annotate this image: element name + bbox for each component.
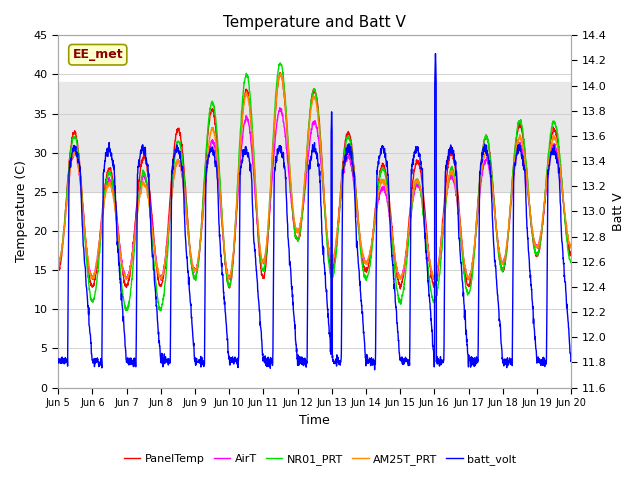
PanelTemp xyxy=(197,229,205,235)
PanelTemp xyxy=(464,282,472,288)
Bar xyxy=(58,82,571,192)
AM25T_PRT xyxy=(54,259,62,264)
NR01_PRT xyxy=(341,148,349,154)
batt_volt xyxy=(340,158,348,164)
NR01_PRT xyxy=(464,290,472,296)
PanelTemp xyxy=(276,70,284,75)
Line: PanelTemp: PanelTemp xyxy=(58,72,571,289)
Title: Temperature and Batt V: Temperature and Batt V xyxy=(223,15,406,30)
PanelTemp xyxy=(54,265,62,271)
AirT xyxy=(330,258,337,264)
AirT xyxy=(198,230,205,236)
NR01_PRT xyxy=(522,161,530,167)
AM25T_PRT xyxy=(464,274,472,279)
batt_volt xyxy=(329,357,337,363)
AM25T_PRT xyxy=(330,256,337,262)
PanelTemp xyxy=(522,163,530,168)
PanelTemp xyxy=(330,265,337,271)
PanelTemp xyxy=(567,253,575,259)
Line: batt_volt: batt_volt xyxy=(58,54,571,370)
AirT xyxy=(341,163,349,169)
NR01_PRT xyxy=(276,60,284,66)
Text: EE_met: EE_met xyxy=(72,48,123,61)
PanelTemp xyxy=(537,239,545,244)
AirT xyxy=(537,234,545,240)
AM25T_PRT xyxy=(522,169,530,175)
Line: AM25T_PRT: AM25T_PRT xyxy=(58,73,571,279)
NR01_PRT xyxy=(198,225,205,230)
X-axis label: Time: Time xyxy=(300,414,330,427)
batt_volt xyxy=(522,204,530,209)
batt_volt xyxy=(464,351,472,357)
batt_volt xyxy=(537,357,545,363)
PanelTemp xyxy=(396,286,404,292)
NR01_PRT xyxy=(157,308,164,314)
Line: NR01_PRT: NR01_PRT xyxy=(58,63,571,311)
AM25T_PRT xyxy=(197,227,205,233)
Y-axis label: Batt V: Batt V xyxy=(612,192,625,231)
NR01_PRT xyxy=(330,272,337,278)
AirT xyxy=(276,105,284,111)
AirT xyxy=(464,274,472,280)
Line: AirT: AirT xyxy=(58,108,571,280)
Legend: PanelTemp, AirT, NR01_PRT, AM25T_PRT, batt_volt: PanelTemp, AirT, NR01_PRT, AM25T_PRT, ba… xyxy=(119,450,521,469)
batt_volt xyxy=(431,51,439,57)
NR01_PRT xyxy=(54,260,62,266)
AM25T_PRT xyxy=(340,156,348,162)
AirT xyxy=(54,258,62,264)
AM25T_PRT xyxy=(537,233,545,239)
batt_volt xyxy=(54,359,62,364)
AM25T_PRT xyxy=(567,245,575,251)
batt_volt xyxy=(197,357,205,363)
batt_volt xyxy=(371,367,378,372)
AirT xyxy=(157,277,165,283)
NR01_PRT xyxy=(537,239,545,244)
PanelTemp xyxy=(340,145,348,151)
AM25T_PRT xyxy=(396,276,404,282)
batt_volt xyxy=(567,358,575,364)
Y-axis label: Temperature (C): Temperature (C) xyxy=(15,160,28,263)
AM25T_PRT xyxy=(277,71,285,76)
NR01_PRT xyxy=(567,260,575,265)
AirT xyxy=(522,178,530,183)
AirT xyxy=(567,242,575,248)
